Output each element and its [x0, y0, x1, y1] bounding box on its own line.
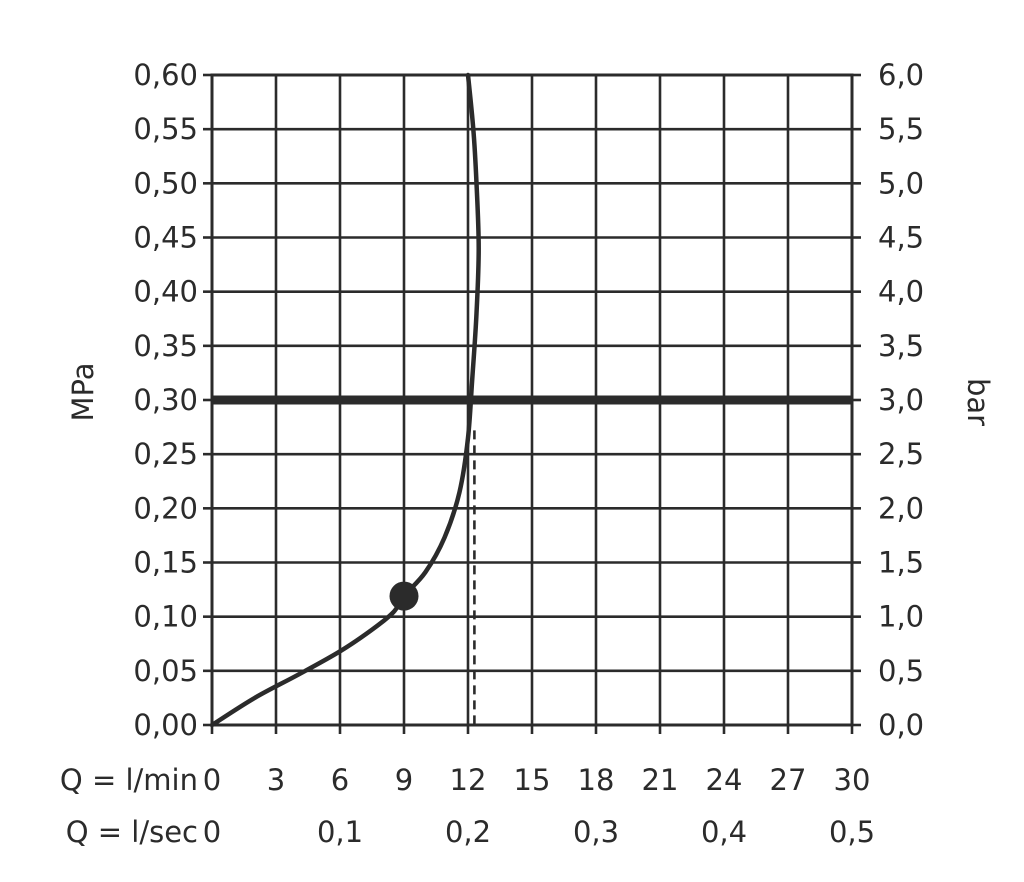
y-tick-label: 0,60: [133, 58, 198, 92]
x2-tick-label: 0: [203, 815, 221, 849]
y2-tick-label: 6,0: [878, 58, 924, 92]
tick-marks: [203, 73, 861, 734]
y2-tick-label: 4,0: [878, 275, 924, 309]
series-layer: [209, 72, 481, 728]
x2-axis-title: Q = l/sec: [66, 815, 198, 849]
y-tick-label: 0,30: [133, 383, 198, 417]
marker-layer: [389, 430, 476, 725]
x-tick-label: 21: [642, 763, 679, 797]
x-tick-label: 9: [395, 763, 413, 797]
y-tick-label: 0,10: [133, 600, 198, 634]
y2-tick-label: 3,0: [878, 383, 924, 417]
x-tick-label: 27: [770, 763, 807, 797]
x-tick-label: 12: [450, 763, 487, 797]
y-tick-label: 0,05: [133, 654, 198, 688]
y-tick-label: 0,15: [133, 546, 198, 580]
y2-tick-label: 5,5: [878, 112, 924, 146]
y-axis-title: MPa: [66, 363, 100, 422]
y2-tick-label: 5,0: [878, 166, 924, 200]
flow-curve: [209, 72, 481, 728]
y-tick-label: 0,25: [133, 437, 198, 471]
y2-tick-label: 0,5: [878, 654, 924, 688]
x2-tick-label: 0,2: [445, 815, 491, 849]
y2-tick-label: 1,0: [878, 600, 924, 634]
x2-tick-label: 0,3: [573, 815, 619, 849]
y2-tick-label: 2,5: [878, 437, 924, 471]
y2-tick-label: 2,0: [878, 491, 924, 525]
tick-labels: 0 3 6 9 12 15 18 21 24 27 30 0 0,1 0,2 0,3 0,4 0,5 0,00 0,…: [133, 58, 924, 849]
y2-axis-title: bar: [961, 378, 995, 426]
y-tick-label: 0,55: [133, 112, 198, 146]
y-tick-label: 0,50: [133, 166, 198, 200]
x2-tick-label: 0,4: [701, 815, 747, 849]
x-tick-label: 15: [514, 763, 551, 797]
operating-point-marker: [389, 581, 419, 611]
y-tick-label: 0,00: [133, 708, 198, 742]
y2-tick-label: 3,5: [878, 329, 924, 363]
y2-tick-label: 4,5: [878, 221, 924, 255]
y-tick-label: 0,35: [133, 329, 198, 363]
y-tick-label: 0,20: [133, 491, 198, 525]
x2-tick-label: 0,5: [829, 815, 875, 849]
y-tick-label: 0,45: [133, 221, 198, 255]
x-tick-label: 30: [834, 763, 871, 797]
x2-tick-label: 0,1: [317, 815, 363, 849]
x-axis-title: Q = l/min: [60, 763, 198, 797]
x-tick-label: 18: [578, 763, 615, 797]
x-tick-label: 3: [267, 763, 285, 797]
x-tick-label: 24: [706, 763, 743, 797]
y2-tick-label: 0,0: [878, 708, 924, 742]
y-tick-label: 0,40: [133, 275, 198, 309]
x-tick-label: 0: [203, 763, 221, 797]
x-tick-label: 6: [331, 763, 349, 797]
y2-tick-label: 1,5: [878, 546, 924, 580]
